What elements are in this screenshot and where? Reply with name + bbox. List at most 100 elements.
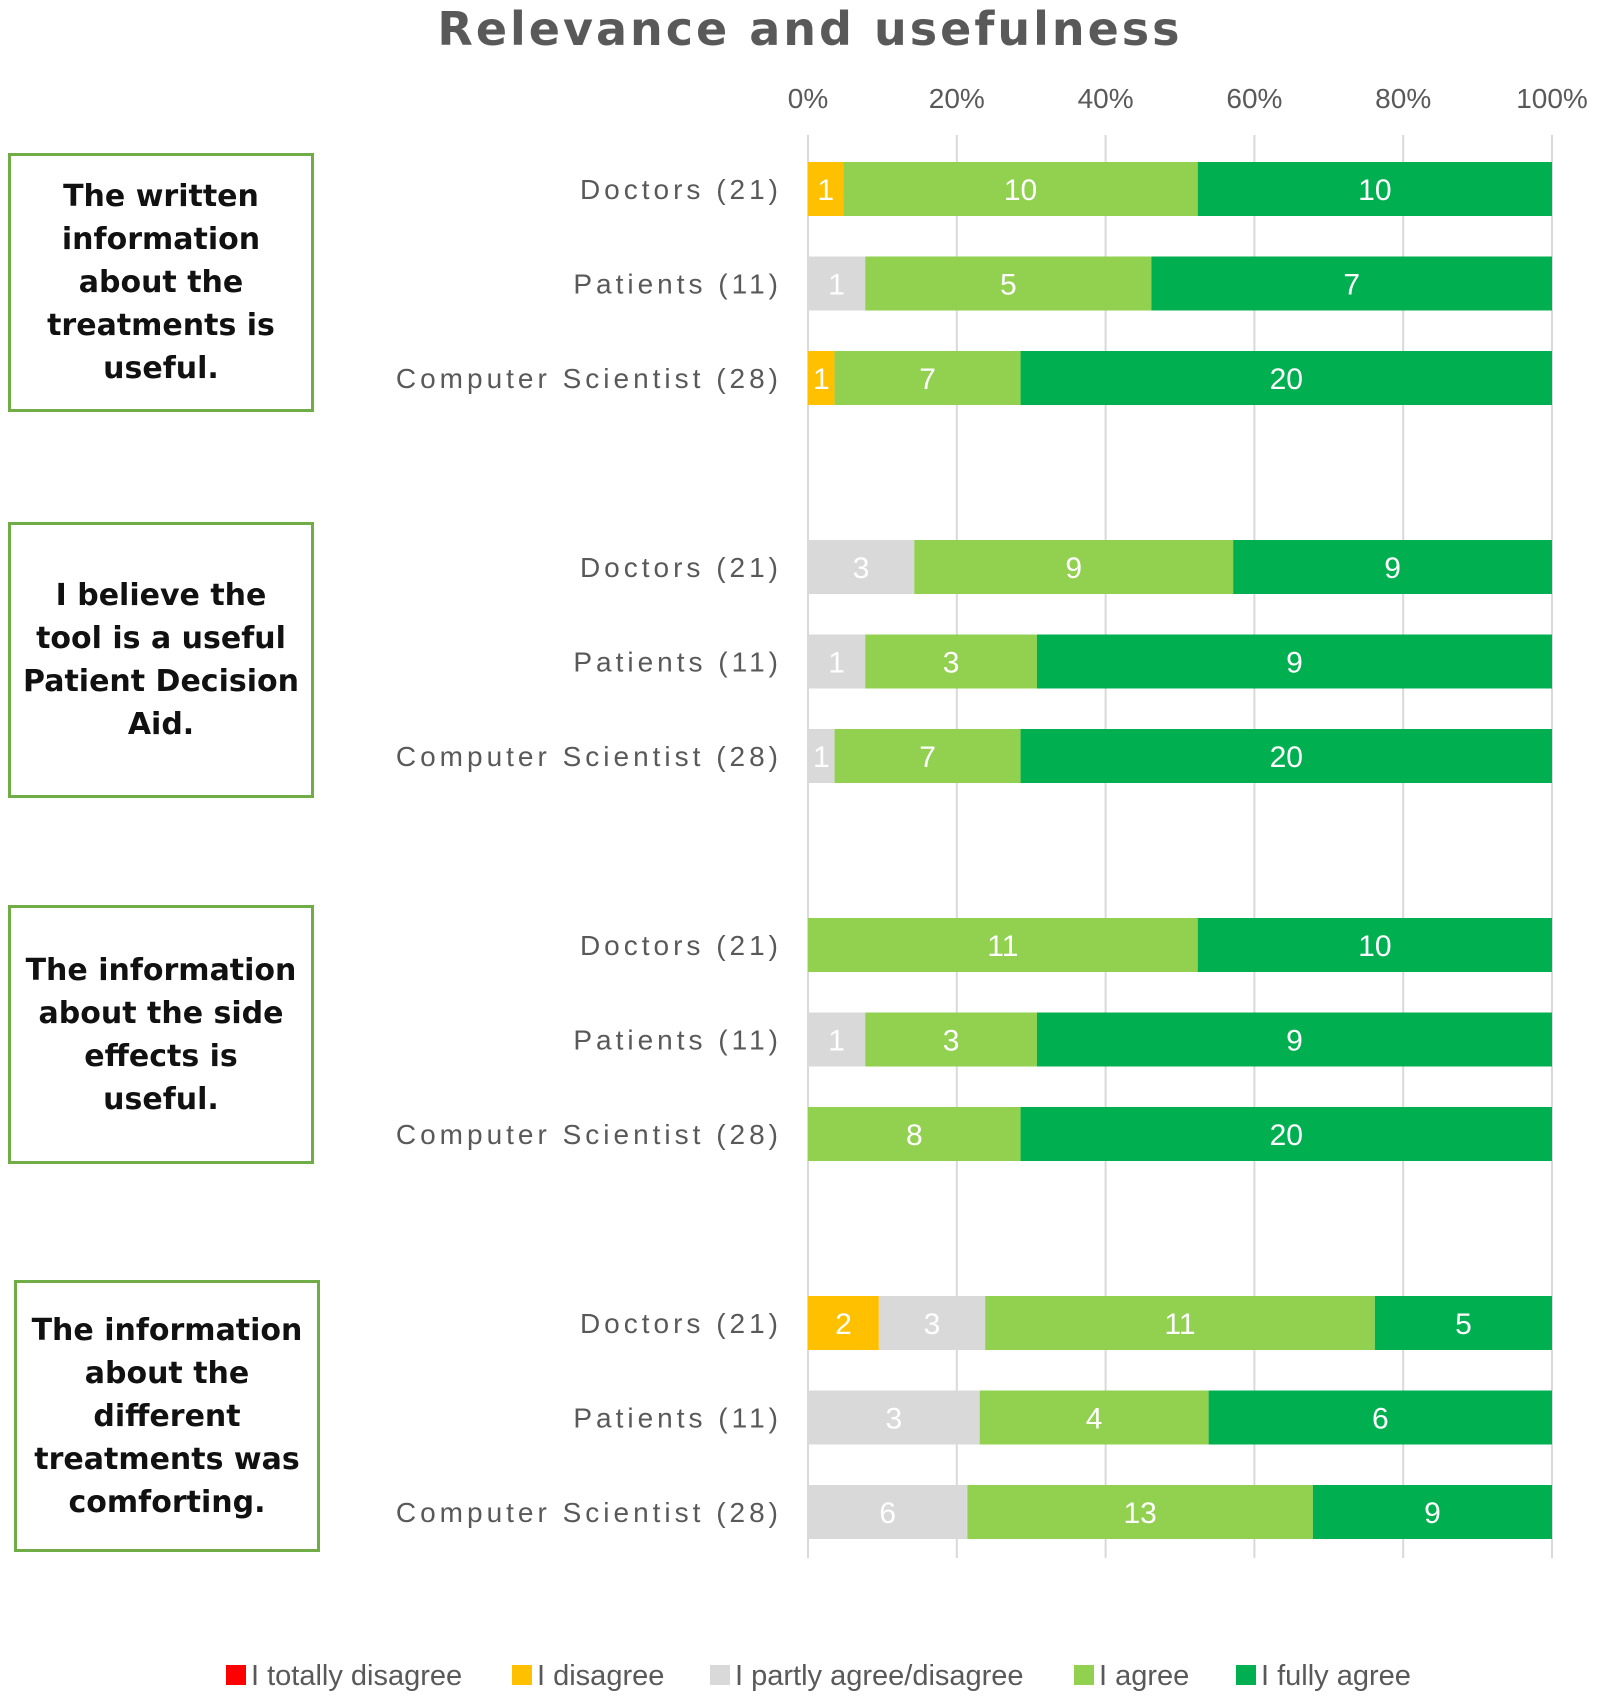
data-label: 3 (853, 552, 870, 585)
bar-row: 11 10 (808, 918, 1552, 972)
legend-label: I partly agree/disagree (735, 1660, 1024, 1692)
data-label: 4 (1086, 1403, 1103, 1436)
x-tick-label: 80% (1375, 83, 1431, 114)
category-label: Computer Scientist (28) (396, 1497, 782, 1528)
bar-segment (808, 634, 866, 689)
category-label: Doctors (21) (580, 174, 782, 205)
data-label: 9 (1065, 552, 1082, 585)
bar-segment (808, 351, 835, 405)
bar-segment (1233, 540, 1552, 594)
statement-text: The information about the side effects i… (25, 952, 297, 1117)
category-label: Patients (11) (573, 1025, 782, 1056)
x-tick-label: 40% (1078, 83, 1134, 114)
data-label: 3 (886, 1403, 903, 1436)
x-axis-ticks: 0% 20% 40% 60% 80% 100% (788, 83, 1588, 114)
bar-segment (834, 729, 1021, 783)
statement-box: The information about the side effects i… (8, 905, 314, 1164)
category-labels: Doctors (21) Patients (11) Computer Scient… (396, 174, 782, 1528)
data-label: 9 (1286, 647, 1303, 680)
category-label: Computer Scientist (28) (396, 741, 782, 772)
category-label: Patients (11) (573, 1403, 782, 1434)
bar-segment (1208, 1390, 1552, 1445)
bar-segment (1020, 351, 1552, 405)
bar-row: 1 7 20 (808, 351, 1552, 405)
category-label: Computer Scientist (28) (396, 1119, 782, 1150)
bar-segment (865, 634, 1037, 689)
legend-swatch (710, 1665, 730, 1685)
category-label: Doctors (21) (580, 1308, 782, 1339)
bar-row: 1 7 20 (808, 729, 1552, 783)
statement-box: I believe the tool is a useful Patient D… (8, 522, 314, 798)
bar-row: 2 3 11 5 (808, 1296, 1552, 1350)
bar-group: 2 3 11 5 3 4 6 6 13 9 (808, 1296, 1552, 1539)
statement-box: The written information about the treatm… (8, 153, 314, 412)
data-label: 1 (828, 1025, 845, 1058)
data-label: 9 (1384, 552, 1401, 585)
data-label: 2 (835, 1308, 852, 1341)
category-label: Patients (11) (573, 647, 782, 678)
category-label: Doctors (21) (580, 552, 782, 583)
bar-segment (1020, 1107, 1552, 1161)
bar-segment (808, 162, 844, 216)
statement-text: The information about the different trea… (31, 1312, 303, 1520)
bar-segment (865, 1012, 1037, 1067)
data-label: 10 (1358, 174, 1391, 207)
bar-segment (865, 256, 1152, 311)
data-label: 8 (906, 1119, 923, 1152)
data-label: 20 (1270, 741, 1303, 774)
bar-segment (808, 1390, 980, 1445)
bar-segment (808, 1107, 1021, 1161)
category-label: Computer Scientist (28) (396, 363, 782, 394)
bar-segment (808, 256, 866, 311)
statement-box: The information about the different trea… (14, 1280, 320, 1552)
data-label: 10 (1358, 930, 1391, 963)
category-label: Doctors (21) (580, 930, 782, 961)
bar-group: 11 10 1 3 9 8 20 (808, 918, 1552, 1161)
data-label: 7 (919, 363, 936, 396)
bar-segment (808, 1485, 968, 1539)
bar-segment (1020, 729, 1552, 783)
legend-label: I totally disagree (251, 1660, 462, 1692)
legend: I totally disagree I disagree I partly agr… (226, 1660, 1411, 1692)
bar-segment (808, 729, 835, 783)
data-label: 1 (813, 741, 830, 774)
legend-swatch (512, 1665, 532, 1685)
data-label: 1 (828, 269, 845, 302)
bar-segment (878, 1296, 986, 1350)
legend-swatch (1074, 1665, 1094, 1685)
bar-segment (808, 1012, 866, 1067)
bar-row: 1 5 7 (808, 256, 1552, 311)
bar-group: 1 10 101 5 71 7 20 (808, 162, 1552, 405)
bar-row: 1 3 9 (808, 634, 1552, 689)
bar-segment (1374, 1296, 1552, 1350)
data-label: 3 (943, 647, 960, 680)
bar-segment (834, 351, 1021, 405)
bar-row: 3 4 6 (808, 1390, 1552, 1445)
x-tick-label: 60% (1226, 83, 1282, 114)
data-label: 1 (817, 174, 834, 207)
bar-segment (808, 540, 915, 594)
data-label: 11 (1164, 1308, 1195, 1341)
legend-swatch (1236, 1665, 1256, 1685)
data-label: 7 (919, 741, 936, 774)
data-label: 11 (987, 930, 1018, 963)
data-label: 6 (879, 1497, 896, 1530)
legend-swatch (226, 1665, 246, 1685)
bar-segment (1197, 918, 1552, 972)
bar-segment (979, 1390, 1209, 1445)
legend-label: I agree (1099, 1660, 1189, 1692)
bar-segment (914, 540, 1234, 594)
legend-label: I disagree (537, 1660, 664, 1692)
bar-segment (967, 1485, 1313, 1539)
data-label: 9 (1286, 1025, 1303, 1058)
data-label: 5 (1455, 1308, 1472, 1341)
data-label: 9 (1424, 1497, 1441, 1530)
bar-row: 3 9 9 (808, 540, 1552, 594)
category-label: Patients (11) (573, 269, 782, 300)
x-tick-label: 20% (929, 83, 985, 114)
bar-segment (808, 918, 1198, 972)
bar-segment (1151, 256, 1552, 311)
data-label: 3 (924, 1308, 941, 1341)
